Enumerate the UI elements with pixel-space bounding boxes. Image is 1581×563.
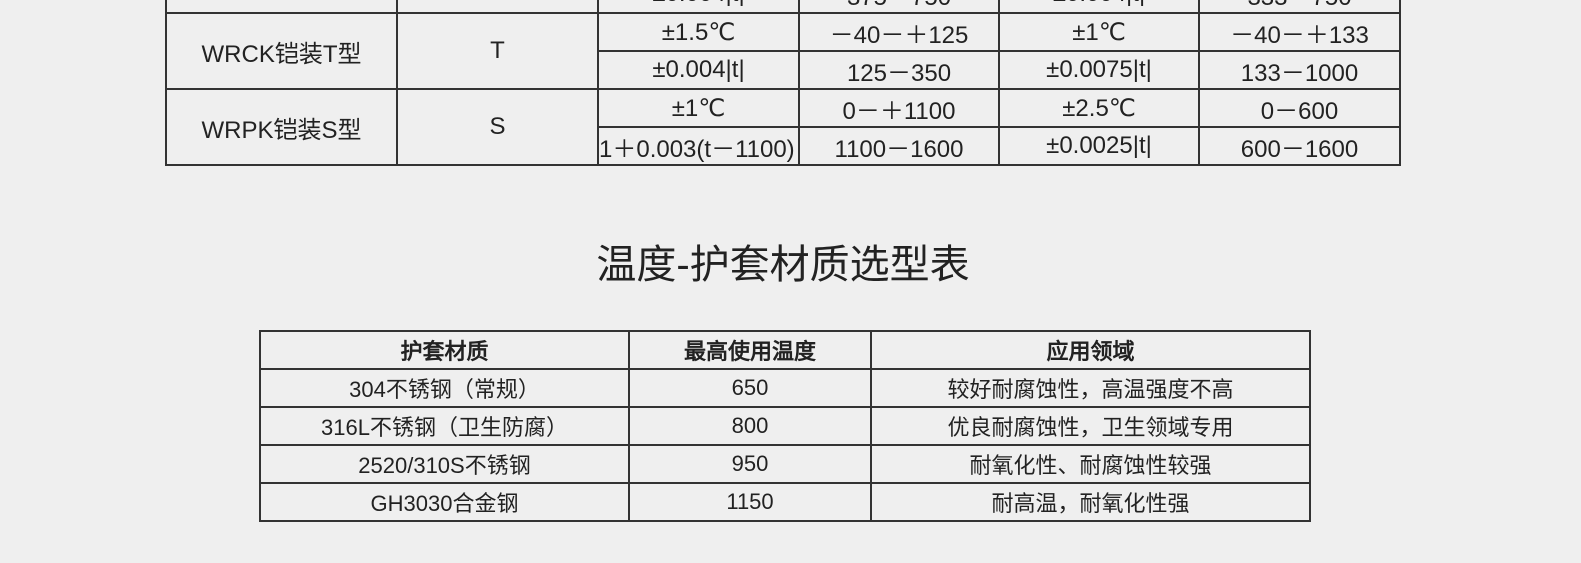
code-cell: T bbox=[396, 12, 599, 90]
table-row: WRPK铠装S型 S ±1℃ 0－＋1100 ±2.5℃ 0－600 bbox=[165, 88, 1401, 166]
column-header: 应用领域 bbox=[870, 330, 1311, 370]
thermocouple-spec-table: ±0.004|t| 375－750 ±0.004|t| 333－750 WRCK… bbox=[165, 0, 1401, 166]
column-header: 最高使用温度 bbox=[628, 330, 872, 370]
table-row: 2520/310S不锈钢 950 耐氧化性、耐腐蚀性较强 bbox=[259, 444, 1311, 484]
table-row: WRCK铠装T型 T ±1.5℃ －40－＋125 ±1℃ －40－＋133 bbox=[165, 12, 1401, 90]
model-cell: WRCK铠装T型 bbox=[165, 12, 398, 90]
table-row: 316L不锈钢（卫生防腐） 800 优良耐腐蚀性，卫生领域专用 bbox=[259, 406, 1311, 446]
table-row: GH3030合金钢 1150 耐高温，耐氧化性强 bbox=[259, 482, 1311, 522]
table-row: ±0.004|t| 125－350 ±0.0075|t| 133－1000 bbox=[166, 50, 1401, 90]
model-cell: WRPK铠装S型 bbox=[165, 88, 398, 166]
column-header: 护套材质 bbox=[259, 330, 630, 370]
table-row: 304不锈钢（常规） 650 较好耐腐蚀性，高温强度不高 bbox=[259, 368, 1311, 408]
sheath-material-table: 护套材质 最高使用温度 应用领域 304不锈钢（常规） 650 较好耐腐蚀性，高… bbox=[259, 330, 1311, 522]
table-header-row: 护套材质 最高使用温度 应用领域 bbox=[259, 330, 1311, 370]
table-row: ±0.004|t| 375－750 ±0.004|t| 333－750 bbox=[165, 0, 1401, 14]
section-title: 温度-护套材质选型表 bbox=[596, 243, 970, 287]
table-row: 1＋0.003(t－1100) 1100－1600 ±0.0025|t| 600… bbox=[166, 126, 1401, 166]
code-cell: S bbox=[396, 88, 599, 166]
